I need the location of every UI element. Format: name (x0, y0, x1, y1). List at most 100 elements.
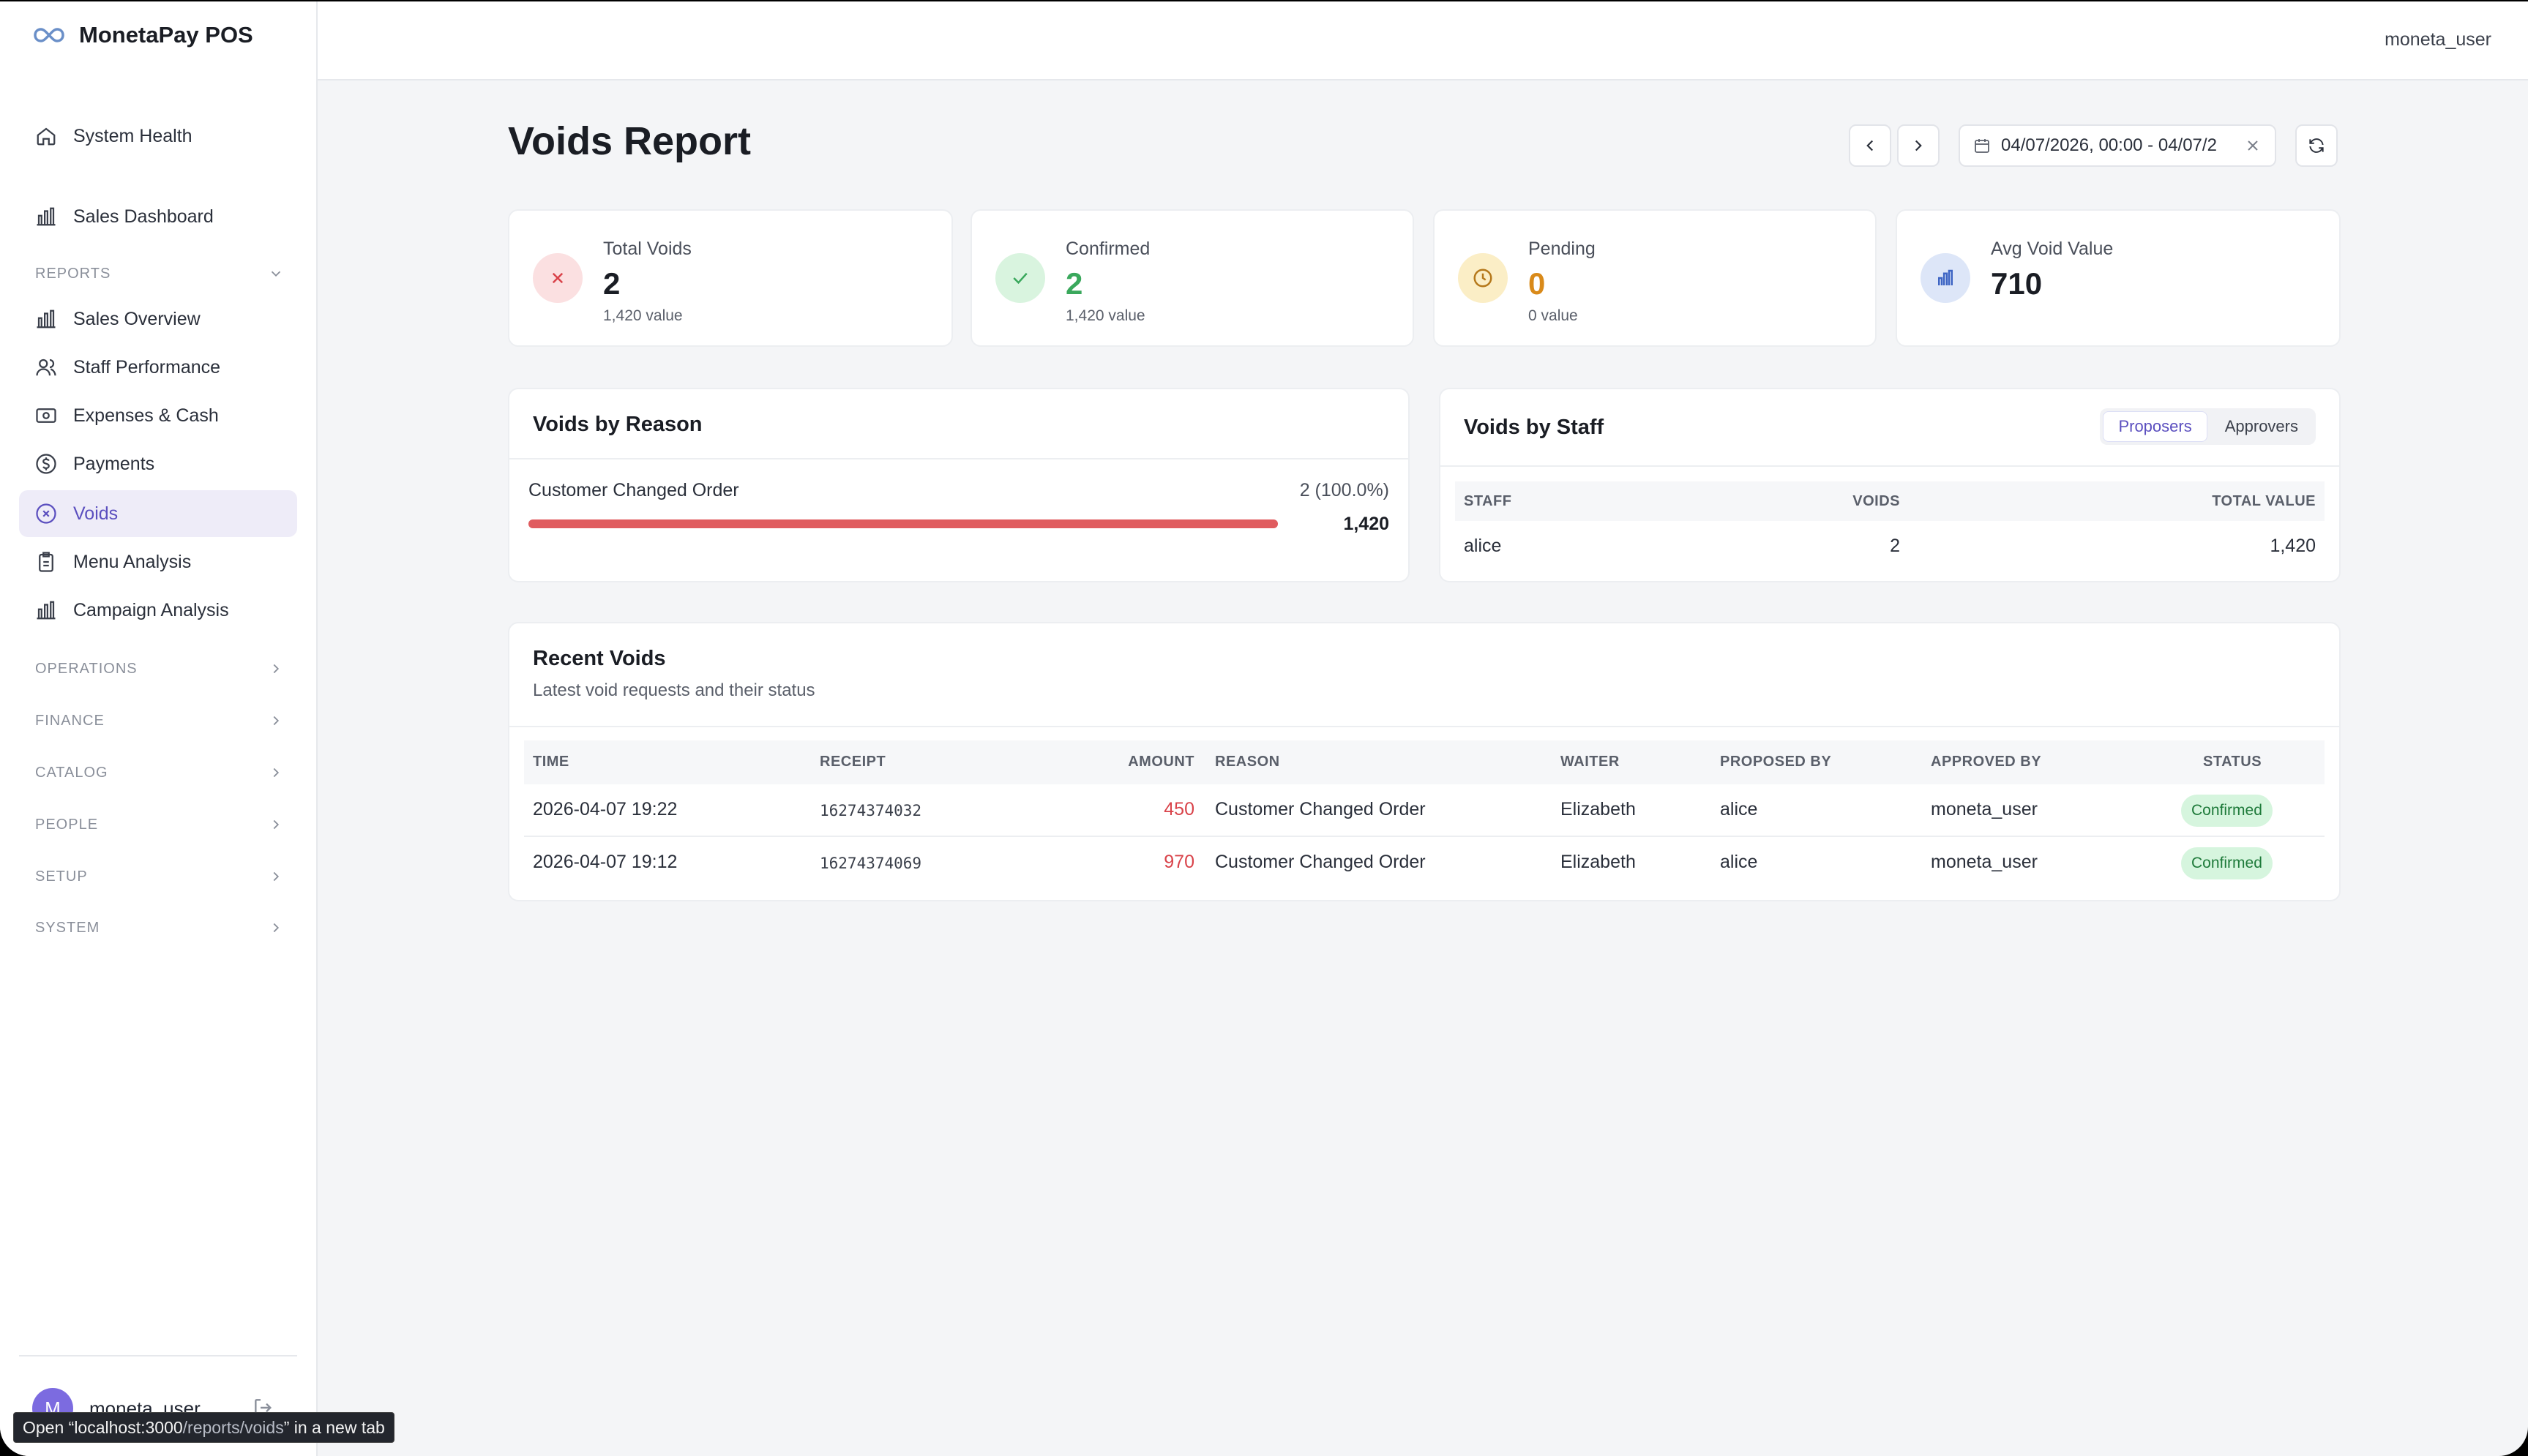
section-reports[interactable]: REPORTS (35, 259, 284, 288)
stat-label: Avg Void Value (1991, 239, 2114, 259)
void-receipt[interactable]: 16274374032 (820, 802, 922, 819)
bar-chart-icon (37, 207, 56, 226)
check-icon (1013, 272, 1028, 285)
column-header: TIME (533, 754, 569, 770)
void-reason: Customer Changed Order (1215, 852, 1426, 872)
tab-proposers[interactable]: Proposers (2103, 411, 2207, 442)
reason-bar-fill (528, 519, 1278, 528)
column-header: VOIDS (1852, 493, 1900, 509)
stat-value: 710 (1991, 266, 2043, 301)
sidebar-item-sales-overview[interactable]: Sales Overview (19, 296, 297, 342)
sidebar-item-sales-dashboard[interactable]: Sales Dashboard (19, 193, 297, 240)
void-approved-by: moneta_user (1931, 852, 2038, 872)
sidebar-item-label: Expenses & Cash (73, 405, 219, 426)
chevron-right-icon (273, 871, 280, 882)
topbar-username[interactable]: moneta_user (2385, 29, 2491, 50)
sidebar-item-label: Payments (73, 453, 155, 474)
void-proposed-by: alice (1720, 852, 1758, 872)
card-title: Recent Voids (533, 647, 666, 670)
stat-icon-wrapper (1921, 253, 1970, 303)
sidebar-item-label: Staff Performance (73, 356, 221, 378)
void-time: 2026-04-07 19:12 (533, 852, 678, 872)
date-range-value: 04/07/2026, 00:00 - 04/07/2 (2001, 135, 2217, 155)
sidebar-item-payments[interactable]: Payments (19, 440, 297, 487)
stat-value: 2 (1066, 266, 1083, 301)
table-row[interactable] (524, 786, 2325, 837)
column-header: WAITER (1560, 754, 1620, 770)
section-system[interactable]: SYSTEM (35, 913, 284, 942)
refresh-icon (2309, 138, 2324, 153)
stat-card-total-voids: Total Voids 2 1,420 value (508, 209, 953, 347)
section-label: CATALOG (35, 764, 108, 781)
cash-icon (36, 408, 56, 423)
sidebar-divider (19, 1355, 297, 1356)
void-time: 2026-04-07 19:22 (533, 799, 678, 819)
infinity-logo-icon (34, 28, 64, 42)
void-approved-by: moneta_user (1931, 799, 2038, 819)
brand[interactable]: MonetaPay POS (32, 22, 253, 48)
x-icon (552, 272, 564, 284)
card-divider (509, 458, 1408, 459)
column-header: REASON (1215, 754, 1280, 770)
void-amount: 970 (1164, 852, 1194, 872)
void-receipt[interactable]: 16274374069 (820, 855, 922, 872)
chevron-right-icon (273, 819, 280, 830)
x-circle-icon (36, 503, 56, 524)
section-finance[interactable]: FINANCE (35, 706, 284, 735)
table-header (1455, 481, 2325, 521)
date-range-picker[interactable]: 04/07/2026, 00:00 - 04/07/2 (1959, 124, 2276, 167)
user-profile[interactable]: M moneta_user (32, 1388, 201, 1429)
reason-label: Customer Changed Order (528, 480, 739, 500)
sidebar-item-label: Sales Overview (73, 308, 201, 329)
section-catalog[interactable]: CATALOG (35, 758, 284, 787)
section-label: FINANCE (35, 712, 105, 729)
tab-approvers[interactable]: Approvers (2224, 417, 2298, 435)
voids-by-staff-card: Voids by Staff Proposers Approvers STAFF… (1439, 388, 2341, 582)
chevron-right-icon (273, 923, 280, 933)
bar-chart-icon (37, 309, 56, 329)
void-reason: Customer Changed Order (1215, 799, 1426, 819)
sidebar-item-label: Voids (73, 503, 119, 524)
chevron-right-icon (273, 716, 280, 726)
section-setup[interactable]: SETUP (35, 862, 284, 891)
sidebar-item-staff-performance[interactable]: Staff Performance (19, 344, 297, 391)
stat-card-pending: Pending 0 0 value (1433, 209, 1877, 347)
next-period-button[interactable] (1897, 124, 1940, 167)
users-icon (36, 359, 56, 376)
sidebar-item-expenses-cash[interactable]: Expenses & Cash (19, 392, 297, 439)
stat-label: Total Voids (603, 239, 692, 259)
reason-count: 2 (100.0%) (1299, 480, 1389, 500)
staff-total-value: 1,420 (2270, 536, 2316, 556)
sidebar-item-voids[interactable]: Voids (19, 490, 297, 537)
sidebar-item-campaign-analysis[interactable]: Campaign Analysis (19, 587, 297, 634)
clipboard-icon (39, 552, 53, 572)
stat-label: Confirmed (1066, 239, 1151, 259)
clock-icon (1473, 269, 1492, 288)
tooltip-path: /reports/voids (182, 1417, 284, 1437)
column-header: PROPOSED BY (1720, 754, 1832, 770)
tooltip-prefix: Open “localhost:3000 (23, 1417, 183, 1437)
status-badge: Confirmed (2181, 795, 2273, 827)
previous-period-button[interactable] (1849, 124, 1891, 167)
column-header: STATUS (2203, 754, 2262, 770)
table-header (524, 740, 2325, 784)
column-header: TOTAL VALUE (2212, 493, 2316, 509)
voids-by-reason-card: Voids by Reason Customer Changed Order 2… (508, 388, 1410, 582)
status-badge: Confirmed (2181, 847, 2273, 879)
section-operations[interactable]: OPERATIONS (35, 654, 284, 683)
sidebar-item-system-health[interactable]: System Health (19, 113, 297, 160)
card-divider (1440, 465, 2339, 467)
section-label: REPORTS (35, 265, 111, 282)
section-label: SYSTEM (35, 919, 100, 936)
clear-icon[interactable] (2244, 137, 2262, 154)
stat-sub: 0 value (1528, 307, 1578, 324)
refresh-button[interactable] (2295, 124, 2338, 167)
section-people[interactable]: PEOPLE (35, 810, 284, 839)
home-icon (37, 127, 56, 146)
stat-value: 2 (603, 266, 621, 301)
stat-label: Pending (1528, 239, 1596, 259)
section-label: PEOPLE (35, 816, 99, 833)
stat-card-confirmed: Confirmed 2 1,420 value (971, 209, 1414, 347)
sidebar-item-menu-analysis[interactable]: Menu Analysis (19, 539, 297, 585)
